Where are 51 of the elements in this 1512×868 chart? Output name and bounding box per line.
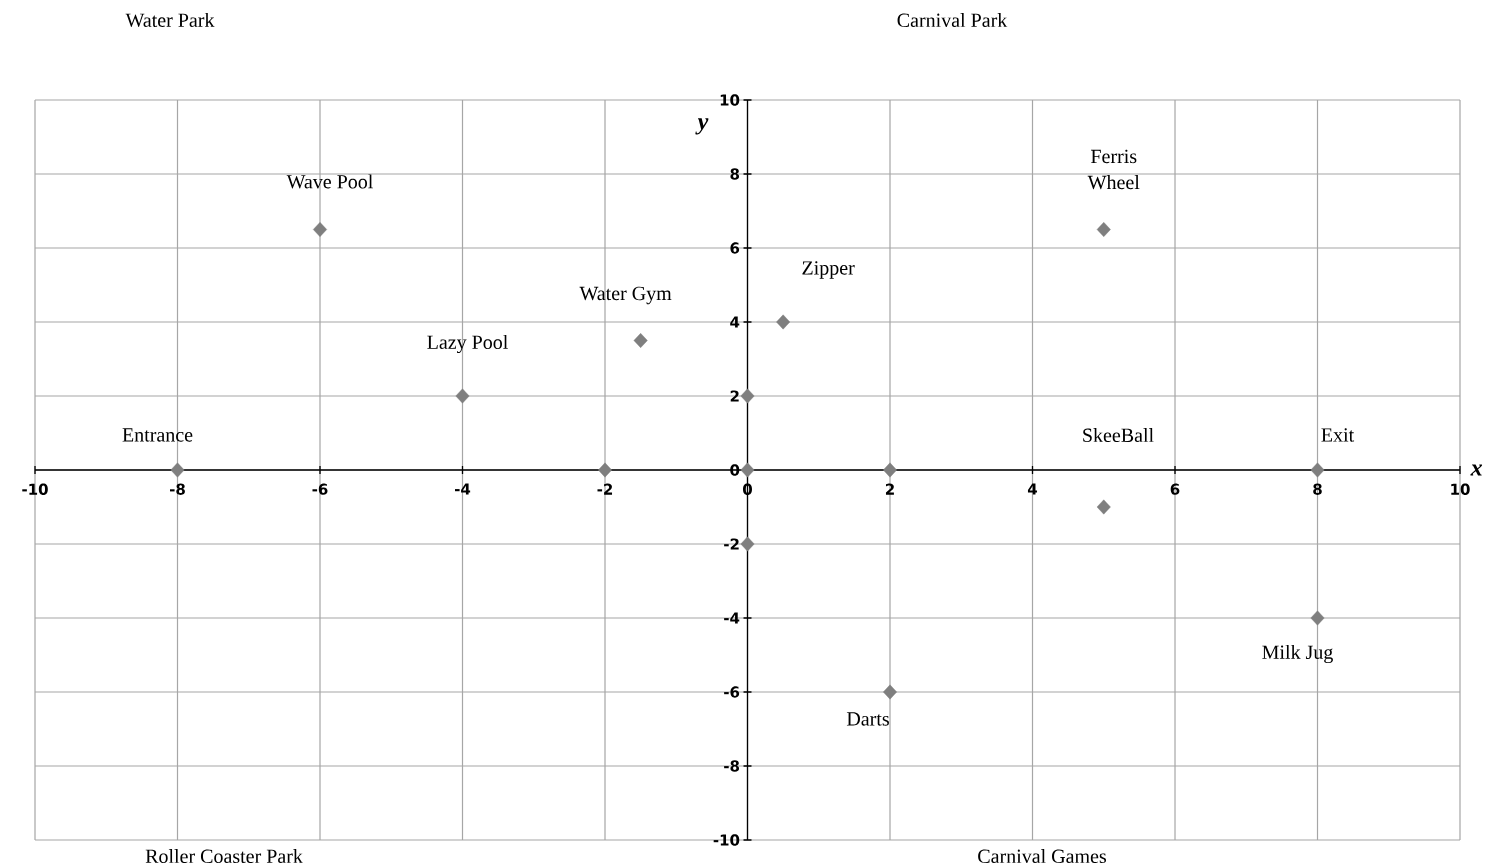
annotation: Zipper bbox=[802, 261, 855, 279]
y-tick-label: 8 bbox=[730, 168, 740, 180]
text: Carnival Park bbox=[897, 12, 1008, 28]
y-axis-title: y bbox=[695, 118, 709, 135]
annotation: Darts bbox=[846, 712, 889, 726]
point bbox=[740, 536, 755, 552]
y-tick-label: 2 bbox=[730, 390, 739, 402]
annotation: Wave Pool bbox=[286, 174, 373, 189]
x-tick-label: 2 bbox=[885, 483, 894, 495]
point bbox=[883, 462, 897, 478]
y-tick-label: -8 bbox=[724, 760, 740, 772]
annotation: Exit bbox=[1321, 428, 1355, 442]
y-tick-label: -2 bbox=[724, 538, 739, 550]
x-tick-label: 6 bbox=[1170, 483, 1180, 495]
point bbox=[598, 462, 612, 478]
point bbox=[1310, 610, 1325, 626]
text: Carnival Games bbox=[978, 848, 1107, 864]
annotation: Lazy Pool bbox=[427, 334, 508, 354]
y-tick-label: 6 bbox=[730, 242, 740, 254]
x-tick-label: -4 bbox=[454, 483, 471, 495]
annotation: Ferris Wheel bbox=[1087, 149, 1140, 190]
x-tick-label: 8 bbox=[1313, 483, 1322, 495]
text: Roller Coaster Park bbox=[145, 848, 303, 864]
point bbox=[313, 222, 327, 237]
point bbox=[455, 388, 470, 404]
y-tick-label: -10 bbox=[713, 834, 740, 846]
point bbox=[740, 388, 755, 404]
point bbox=[883, 684, 897, 700]
annotation: Water Gym bbox=[579, 286, 672, 305]
point bbox=[1096, 499, 1111, 515]
annotation: SkeeBall bbox=[1083, 427, 1154, 443]
point bbox=[740, 462, 755, 478]
x-axis-title: x bbox=[1470, 464, 1483, 476]
y-tick-label: -4 bbox=[724, 612, 740, 624]
point bbox=[633, 333, 648, 348]
x-tick-label: -2 bbox=[597, 483, 613, 495]
point bbox=[170, 462, 185, 478]
annotation: Milk Jug bbox=[1262, 644, 1333, 664]
point bbox=[776, 314, 791, 330]
x-tick-label: -8 bbox=[169, 483, 185, 495]
x-tick-label: -6 bbox=[312, 483, 328, 495]
point bbox=[1310, 462, 1325, 478]
y-tick-label: 4 bbox=[730, 316, 740, 328]
annotation: Entrance bbox=[122, 428, 193, 442]
x-tick-label: -10 bbox=[22, 483, 48, 495]
x-tick-label: 10 bbox=[1451, 483, 1470, 495]
text: Water Park bbox=[125, 12, 215, 28]
x-tick-label: 4 bbox=[1027, 483, 1038, 495]
point bbox=[1096, 222, 1111, 237]
y-tick-label: -6 bbox=[724, 686, 740, 698]
y-tick-label: 10 bbox=[720, 94, 740, 106]
